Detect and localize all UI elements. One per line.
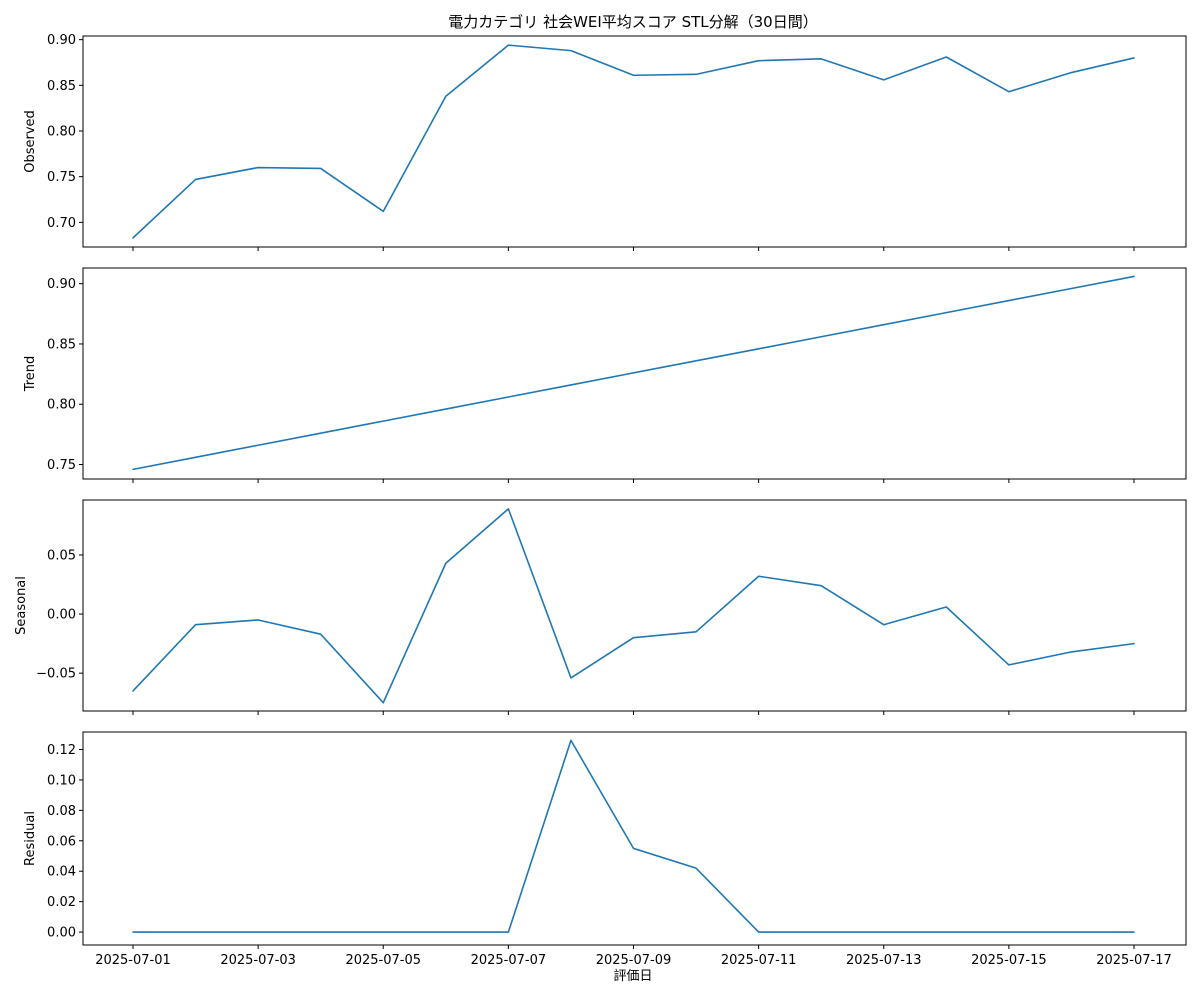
residual-y-tick-label: 0.10 <box>47 773 76 788</box>
residual-y-tick-label: 0.06 <box>47 834 76 849</box>
x-tick-label: 2025-07-15 <box>971 953 1047 968</box>
observed-series-line <box>132 44 1135 239</box>
seasonal-y-tick-label: 0.05 <box>47 548 76 563</box>
trend-y-axis-label: Trend <box>23 356 38 393</box>
panel-seasonal: −0.05 0.00 0.05 Seasonal <box>14 499 1187 715</box>
x-tick-label: 2025-07-01 <box>95 953 171 968</box>
x-tick-label: 2025-07-07 <box>471 953 547 968</box>
x-tick-label: 2025-07-03 <box>220 953 296 968</box>
observed-y-axis-label: Observed <box>23 110 38 173</box>
observed-axes-frame <box>82 35 1187 248</box>
residual-axes-frame <box>82 731 1187 946</box>
panel-observed: 0.70 0.75 0.80 0.85 0.90 Observed <box>23 33 1187 251</box>
trend-axes-frame <box>82 267 1187 480</box>
observed-y-tick-label: 0.85 <box>47 79 76 94</box>
observed-y-tick-label: 0.75 <box>47 170 76 185</box>
x-tick-label: 2025-07-11 <box>721 953 797 968</box>
x-tick-label: 2025-07-17 <box>1096 953 1172 968</box>
chart-title: 電力カテゴリ 社会WEI平均スコア STL分解（30日間） <box>448 13 817 31</box>
panels-group: 0.70 0.75 0.80 0.85 0.90 Observed 0.75 0.80 0.85… <box>14 33 1187 968</box>
seasonal-y-axis-label: Seasonal <box>14 576 29 635</box>
observed-y-tick-label: 0.80 <box>47 124 76 139</box>
residual-y-tick-label: 0.04 <box>47 865 76 880</box>
observed-y-tick-label: 0.70 <box>47 216 76 231</box>
residual-y-tick-label: 0.00 <box>47 926 76 941</box>
residual-y-axis-label: Residual <box>23 811 38 866</box>
seasonal-axes-frame <box>82 499 1187 712</box>
trend-y-tick-label: 0.80 <box>47 398 76 413</box>
x-tick-label: 2025-07-13 <box>846 953 922 968</box>
residual-series-line <box>132 739 1135 933</box>
observed-y-tick-label: 0.90 <box>47 33 76 48</box>
x-tick-label: 2025-07-09 <box>596 953 672 968</box>
residual-y-tick-label: 0.08 <box>47 804 76 819</box>
seasonal-series-line <box>132 508 1135 704</box>
x-axis-label: 評価日 <box>613 969 652 984</box>
panel-residual: 0.00 0.02 0.04 0.06 0.08 0.10 0.12 2025-07-01 20… <box>23 731 1187 968</box>
seasonal-y-tick-label: −0.05 <box>36 667 76 682</box>
x-tick-label: 2025-07-05 <box>345 953 421 968</box>
trend-y-tick-label: 0.75 <box>47 458 76 473</box>
residual-y-tick-label: 0.02 <box>47 895 76 910</box>
seasonal-y-tick-label: 0.00 <box>47 608 76 623</box>
residual-y-tick-label: 0.12 <box>47 743 76 758</box>
trend-y-tick-label: 0.90 <box>47 277 76 292</box>
panel-trend: 0.75 0.80 0.85 0.90 Trend <box>23 267 1187 483</box>
trend-series-line <box>132 275 1135 471</box>
trend-y-tick-label: 0.85 <box>47 337 76 352</box>
